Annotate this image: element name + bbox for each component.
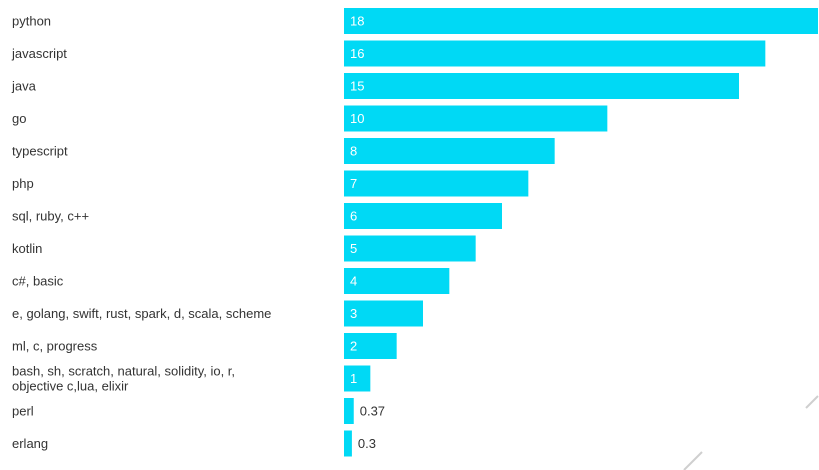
category-label-12: perl — [12, 404, 34, 419]
value-label-0: 18 — [350, 14, 364, 29]
category-label-6: sql, ruby, c++ — [12, 209, 89, 224]
value-label-12: 0.37 — [360, 404, 385, 419]
category-label-8: c#, basic — [12, 274, 64, 289]
category-label-5: php — [12, 176, 34, 191]
bar-7 — [344, 235, 476, 262]
value-label-10: 2 — [350, 339, 357, 354]
value-label-3: 10 — [350, 111, 364, 126]
value-labels: 18 16 15 10 8 7 6 5 4 3 2 1 0.37 0.3 — [350, 14, 385, 452]
value-label-5: 7 — [350, 176, 357, 191]
category-label-0: python — [12, 14, 51, 29]
value-label-6: 6 — [350, 209, 357, 224]
bar-5 — [344, 170, 529, 197]
bar-3 — [344, 105, 608, 132]
value-label-4: 8 — [350, 144, 357, 159]
bar-2 — [344, 73, 739, 99]
category-label-2: java — [11, 79, 37, 94]
category-label-7: kotlin — [12, 241, 42, 256]
value-label-7: 5 — [350, 241, 357, 256]
category-label-13: erlang — [12, 436, 48, 451]
bar-0 — [344, 8, 818, 34]
category-label-9: e, golang, swift, rust, spark, d, scala,… — [12, 306, 271, 321]
value-label-8: 4 — [350, 274, 357, 289]
value-label-1: 16 — [350, 46, 364, 61]
bar-1 — [344, 40, 766, 67]
bar-9 — [344, 300, 423, 327]
value-label-11: 1 — [350, 371, 357, 386]
bar-10 — [344, 333, 397, 359]
category-label-4: typescript — [12, 144, 68, 159]
bar-8 — [344, 268, 450, 294]
category-label-1: javascript — [11, 46, 67, 61]
value-label-9: 3 — [350, 306, 357, 321]
category-label-3: go — [12, 111, 26, 126]
decorative-strokes — [683, 395, 819, 470]
bar-12 — [344, 398, 354, 424]
bars-layer — [344, 8, 818, 457]
decorative-stroke — [683, 451, 703, 470]
value-label-2: 15 — [350, 79, 364, 94]
bar-6 — [344, 203, 502, 229]
category-label-10: ml, c, progress — [12, 339, 98, 354]
category-label-11: bash, sh, scratch, natural, solidity, io… — [12, 364, 235, 394]
decorative-stroke — [805, 395, 819, 409]
category-labels: python javascript java go typescript php sql, … — [11, 14, 271, 452]
bar-11 — [344, 365, 371, 392]
bar-4 — [344, 138, 555, 164]
bar-13 — [344, 430, 352, 457]
value-label-13: 0.3 — [358, 436, 376, 451]
